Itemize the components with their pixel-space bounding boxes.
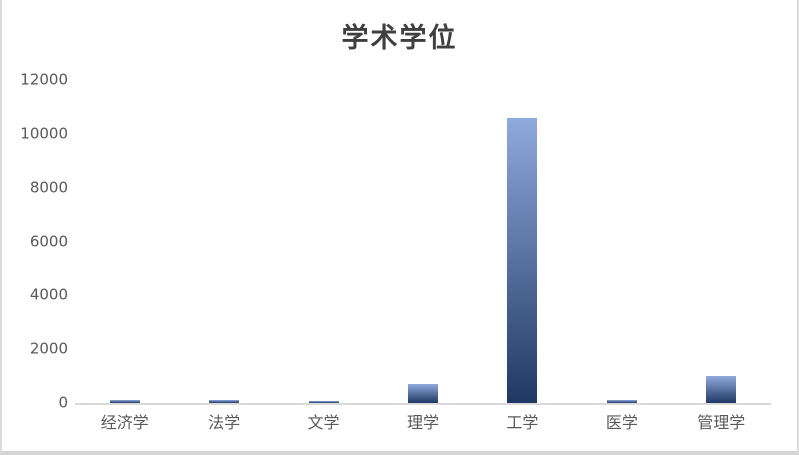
y-tick-label: 12000 (20, 70, 68, 89)
bar-医学 (606, 400, 637, 403)
chart-title: 学术学位 (341, 23, 458, 54)
x-tick-label: 理学 (406, 413, 439, 432)
y-tick-label: 2000 (29, 339, 68, 358)
bar-文学 (308, 401, 339, 403)
bars-row (75, 80, 771, 403)
x-tick-label: 医学 (605, 413, 638, 432)
bar-slot (473, 80, 572, 403)
x-tick-label: 法学 (208, 413, 241, 432)
x-tick-label: 经济学 (100, 413, 149, 432)
bar-slot (572, 80, 671, 403)
bar-slot (174, 80, 273, 403)
x-axis: 经济学 法学 文学 理学 工学 医学 管理学 (75, 413, 771, 432)
bar-经济学 (109, 400, 140, 403)
bar-理学 (407, 384, 438, 403)
x-tick-label: 管理学 (697, 413, 746, 432)
bar-slot (672, 80, 771, 403)
y-tick-label: 10000 (20, 124, 68, 143)
bar-工学 (507, 117, 538, 403)
y-tick-label: 0 (58, 393, 68, 412)
plot-area (75, 80, 771, 405)
x-tick-label: 工学 (506, 413, 539, 432)
y-tick-label: 8000 (29, 178, 68, 197)
bar-slot (75, 80, 174, 403)
bar-slot (373, 80, 472, 403)
bar-管理学 (706, 376, 737, 403)
y-axis: 0 2000 4000 6000 8000 10000 12000 (0, 72, 68, 410)
bar-slot (274, 80, 373, 403)
y-tick-label: 6000 (29, 232, 68, 250)
x-tick-label: 文学 (307, 413, 340, 432)
y-tick-label: 4000 (29, 285, 68, 304)
bar-法学 (209, 400, 240, 403)
